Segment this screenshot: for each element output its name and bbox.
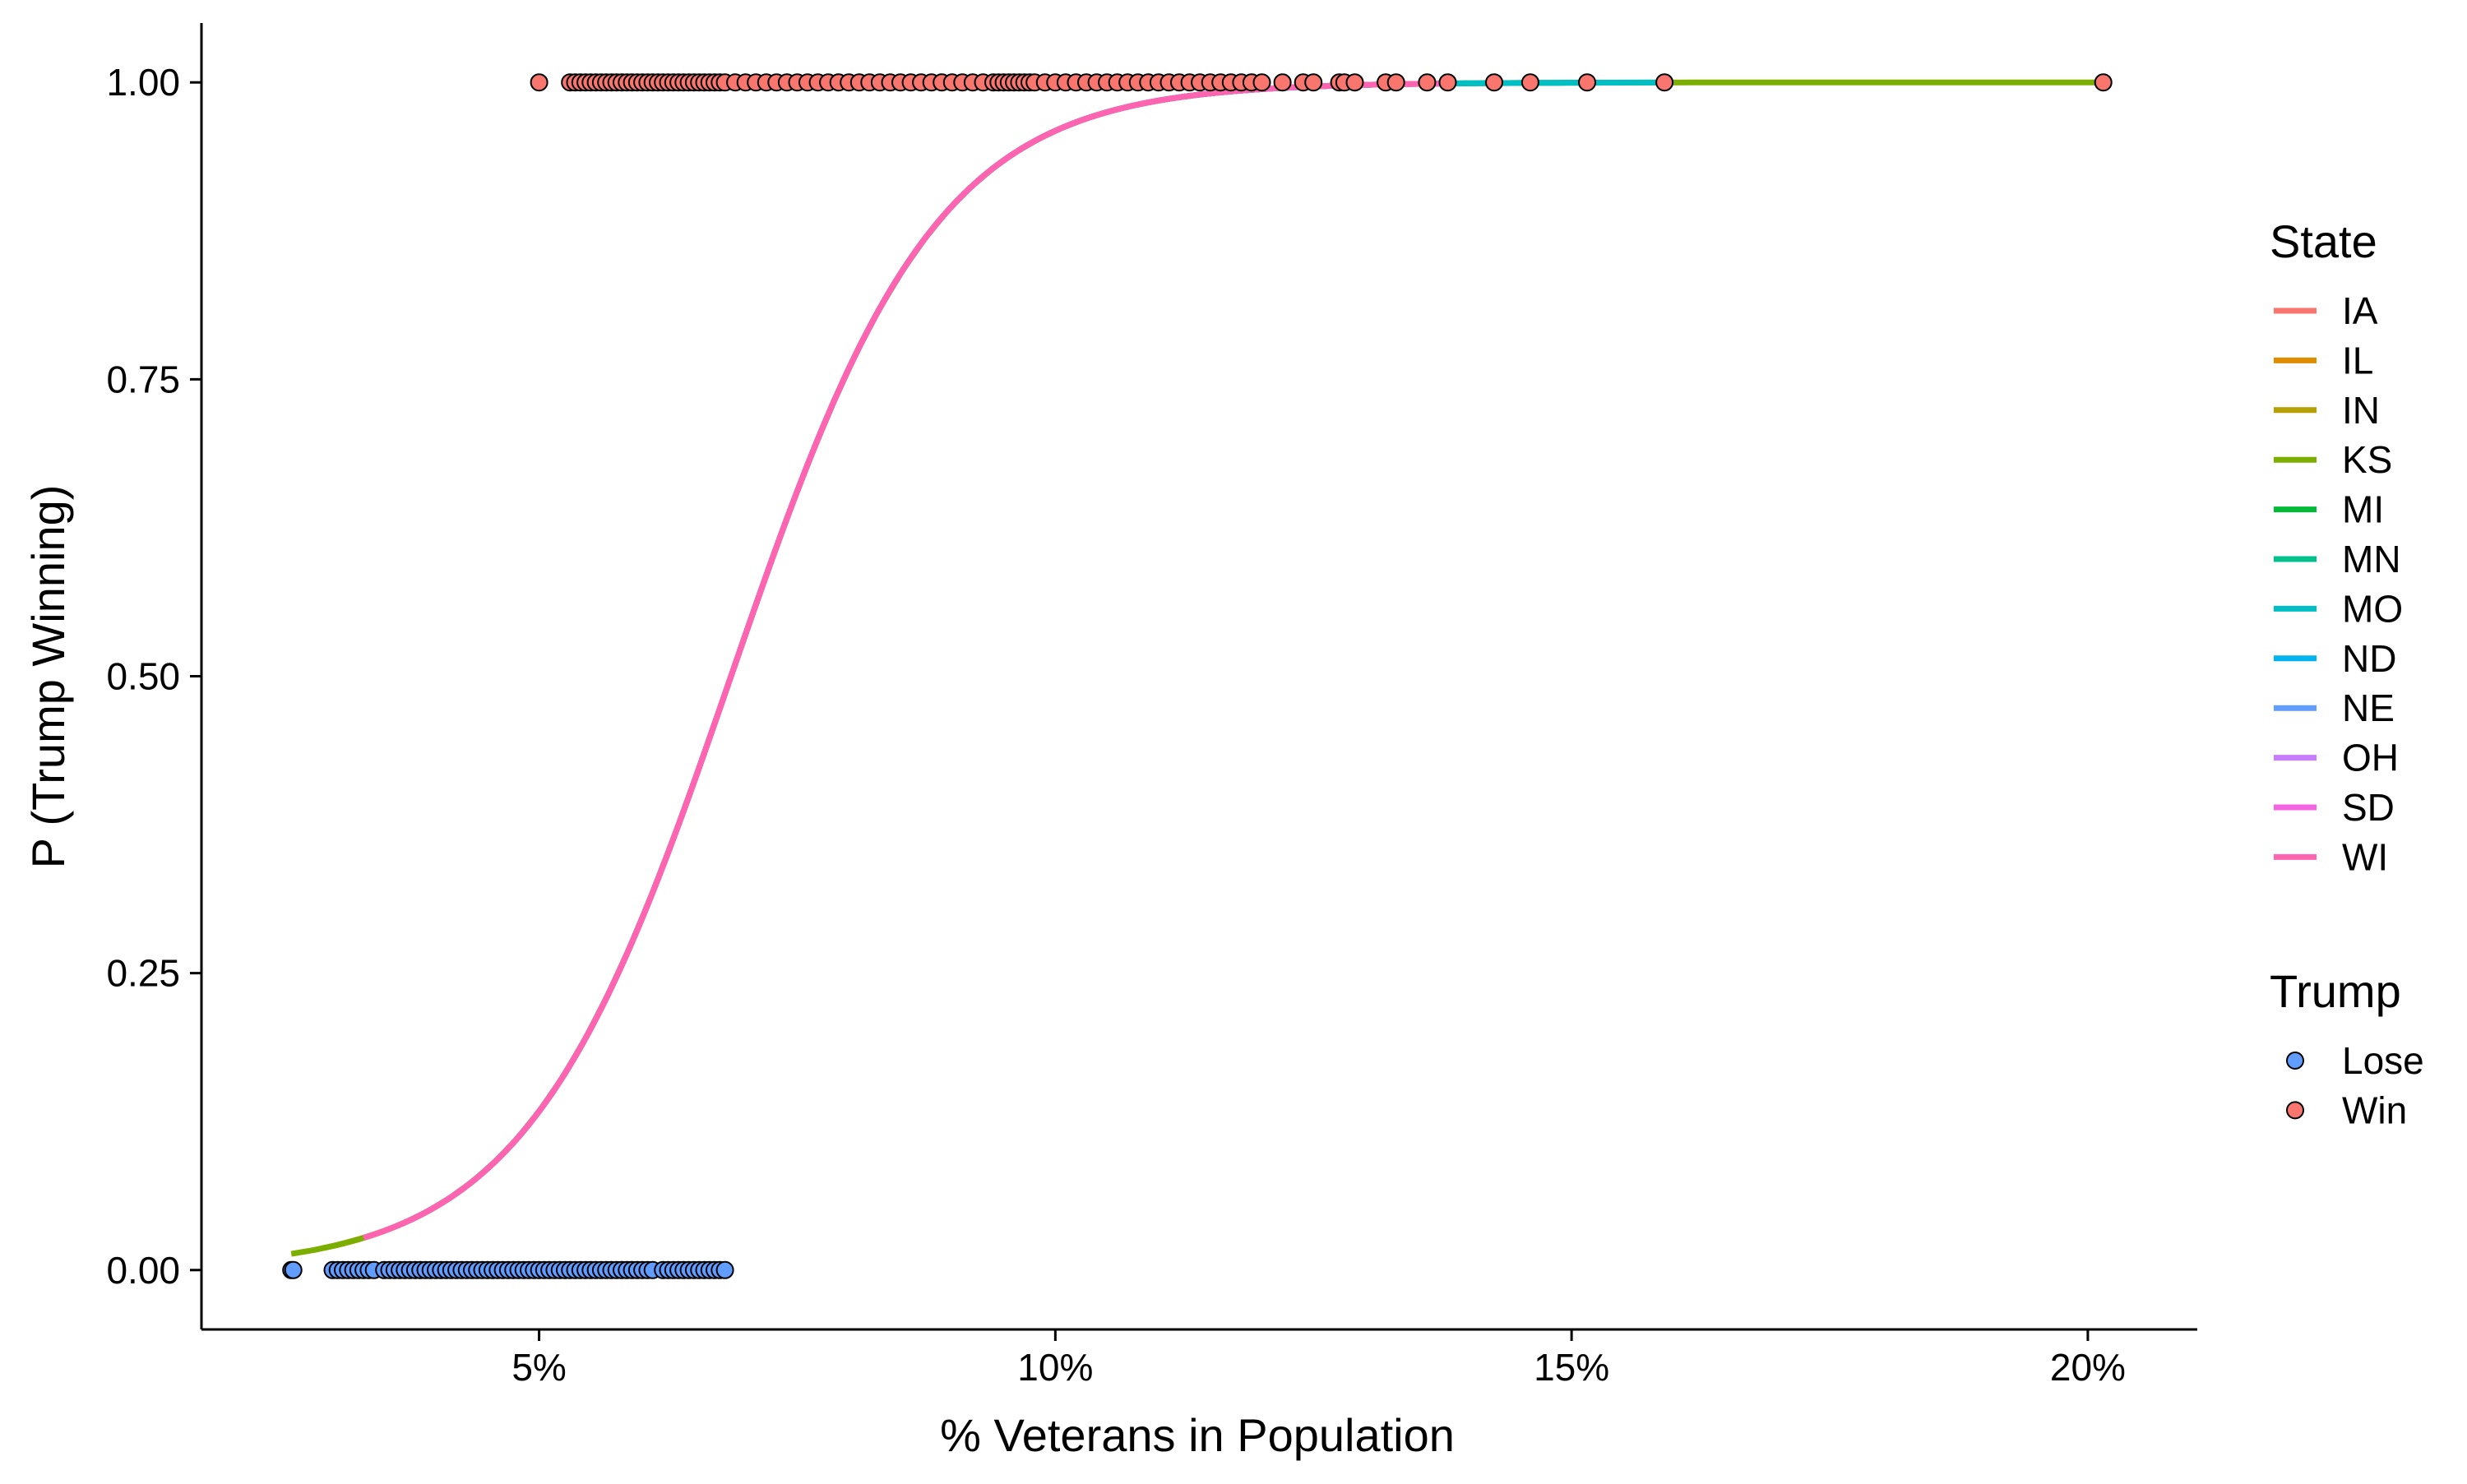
point-lose (715, 1260, 734, 1279)
point-win (1252, 73, 1271, 92)
series-line-wi (363, 81, 1437, 1241)
series-line-mi (434, 80, 1469, 1209)
point-win (1304, 73, 1323, 92)
legend: State IA IL IN KS MI MN MO ND NE OH SD WI Trump Lose Wi… (2270, 215, 2424, 1131)
x-tick-label: 5% (511, 1346, 566, 1389)
fitted-lines-layer (290, 79, 2104, 1257)
point-win (1345, 73, 1364, 92)
legend-title-trump: Trump (2270, 965, 2401, 1017)
point-win (1418, 73, 1437, 92)
legend-label-wi: WI (2342, 835, 2388, 878)
x-tick-label: 10% (1017, 1346, 1093, 1389)
y-tick-label: 0.00 (106, 1249, 180, 1292)
legend-label-lose: Lose (2342, 1039, 2424, 1082)
series-line-nd (485, 81, 1386, 1172)
x-tick-label: 20% (2050, 1346, 2126, 1389)
series-line-il (331, 101, 1139, 1250)
point-win (1485, 73, 1503, 92)
legend-label-oh: OH (2342, 737, 2399, 779)
series-line-oh (403, 93, 1191, 1226)
y-tick-label: 0.50 (106, 655, 180, 698)
y-axis-title: P (Trump Winning) (22, 485, 74, 869)
legend-label-ks: KS (2342, 438, 2392, 481)
legend-title-state: State (2270, 215, 2377, 267)
point-lose (284, 1260, 303, 1279)
y-tick-label: 0.25 (106, 952, 180, 995)
point-win (1520, 73, 1539, 92)
series-line-ne (403, 82, 1335, 1226)
legend-point-win (2286, 1101, 2304, 1120)
series-line-in (322, 82, 1345, 1251)
legend-label-in: IN (2342, 389, 2380, 432)
legend-label-nd: ND (2342, 637, 2396, 680)
legend-label-ne: NE (2342, 687, 2395, 729)
legend-label-sd: SD (2342, 786, 2395, 829)
point-win (1438, 73, 1457, 92)
point-win (1273, 73, 1292, 92)
legend-label-mo: MO (2342, 587, 2403, 630)
legend-label-win: Win (2342, 1089, 2407, 1131)
legend-label-ia: IA (2342, 289, 2378, 332)
legend-label-il: IL (2342, 339, 2373, 381)
point-win (2094, 73, 2113, 92)
y-tick-label: 0.75 (106, 358, 180, 400)
point-win (530, 73, 548, 92)
data-points-layer (282, 73, 2113, 1279)
y-tick-label: 1.00 (106, 61, 180, 104)
x-tick-label: 15% (1534, 1346, 1609, 1389)
legend-label-mi: MI (2342, 488, 2384, 531)
axes-layer: 5% 10% 15% 20% 0.00 0.25 0.50 0.75 1.00 (106, 23, 2197, 1389)
point-win (1386, 73, 1405, 92)
legend-label-mn: MN (2342, 538, 2401, 580)
series-line-mo (434, 79, 1665, 1209)
legend-point-lose (2286, 1052, 2304, 1070)
point-win (1578, 73, 1596, 92)
series-line-ia (352, 82, 1345, 1244)
series-line-sd (382, 81, 1448, 1234)
x-axis-title: % Veterans in Population (940, 1409, 1455, 1461)
point-win (1655, 73, 1674, 92)
